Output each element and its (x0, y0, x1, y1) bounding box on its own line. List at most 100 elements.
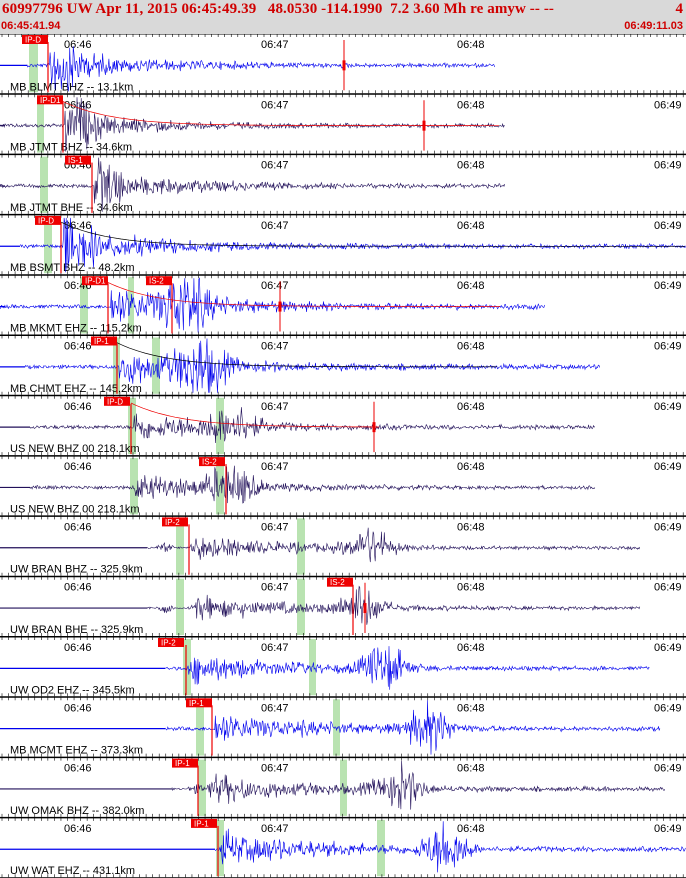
time-label: 06:48 (457, 220, 485, 232)
amplitude-marker-box (278, 301, 282, 312)
phase-pick-flag[interactable] (35, 215, 61, 225)
phase-pick-flag[interactable] (158, 638, 184, 647)
time-label: 06:49 (654, 99, 682, 111)
trace-panels[interactable]: 06:46 06:47 06:48 MB BLMT BHZ -- 13.1km IP-D… (0, 34, 686, 878)
time-label: 06:49 (654, 220, 682, 232)
time-label: 06:46 (64, 99, 92, 111)
time-label: 06:49 (654, 702, 682, 714)
trace-panel[interactable]: 06:46 06:47 06:48 06:49 MB MCMT EHZ -- 373.3… (0, 696, 686, 758)
time-label: 06:49 (654, 280, 682, 292)
phase-pick-label: IP-D (107, 397, 123, 406)
time-label: 06:46 (64, 341, 92, 353)
phase-pick-flag[interactable] (191, 818, 217, 828)
station-label: MB MCMT EHZ -- 373.3km (10, 745, 143, 757)
phase-pick-flag[interactable] (172, 758, 198, 768)
phase-window-band (196, 699, 204, 756)
phase-pick-flag[interactable] (327, 577, 353, 587)
time-label: 06:49 (654, 461, 682, 473)
waveform-trace (146, 527, 641, 563)
station-label: UW BRAN BHE -- 325.9km (10, 624, 143, 636)
time-label: 06:48 (457, 642, 485, 654)
amplitude-marker-box (422, 120, 426, 131)
time-label: 06:46 (64, 582, 92, 594)
trace-panel[interactable]: 06:46 06:47 06:48 06:49 UW WAT EHZ -- 431.1k… (0, 817, 686, 878)
phase-pick-flag[interactable] (199, 457, 225, 467)
station-label: MB MKMT EHZ -- 115.2km (10, 323, 142, 335)
time-label: 06:47 (261, 582, 289, 594)
time-label: 06:47 (261, 280, 289, 292)
time-label: 06:48 (457, 401, 485, 413)
phase-pick-label: IS-2 (330, 578, 345, 587)
waveform-trace (29, 407, 595, 444)
phase-pick-flag[interactable] (186, 698, 212, 708)
time-label: 06:48 (457, 461, 485, 473)
time-label: 06:46 (64, 642, 92, 654)
time-label: 06:49 (654, 642, 682, 654)
trace-panel[interactable]: 06:46 06:47 06:48 06:49 MB JTMT BHZ -- 34.6k… (0, 93, 686, 155)
phase-window-band (333, 699, 340, 756)
waveform-trace (0, 157, 505, 212)
trace-panel[interactable]: 06:46 06:47 06:48 06:49 MB CHMT EHZ -- 145.2… (0, 335, 686, 396)
coda-decay-curve (60, 221, 685, 247)
waveform-trace (164, 646, 650, 690)
trace-panel[interactable]: 06:46 06:47 06:48 06:49 US NEW BHZ 00 218.1k… (0, 395, 686, 457)
phase-pick-flag[interactable] (91, 336, 117, 346)
time-label: 06:47 (261, 39, 289, 51)
station-label: MB BLMT BHZ -- 13.1km (10, 81, 133, 93)
station-label: UW OMAK BHZ -- 382.0km (10, 805, 144, 817)
time-label: 06:46 (64, 39, 92, 51)
phase-pick-flag[interactable] (22, 35, 48, 44)
coda-decay-curve (107, 282, 500, 307)
time-label: 06:46 (64, 401, 92, 413)
time-label: 06:49 (654, 582, 682, 594)
phase-window-band (216, 458, 224, 515)
phase-window-band (128, 397, 136, 455)
phase-pick-label: IP-2 (161, 639, 176, 648)
time-label: 06:47 (261, 642, 289, 654)
phase-pick-label: IP-2 (165, 518, 180, 527)
time-label: 06:46 (64, 763, 92, 775)
time-label: 06:47 (261, 99, 289, 111)
station-label: MB JTMT BHE -- 34.6km (10, 202, 133, 214)
waveform-trace (214, 821, 686, 873)
coda-decay-curve (116, 342, 497, 368)
phase-window-band (29, 36, 38, 93)
trace-panel[interactable]: 06:46 06:47 06:48 06:49 MB BSMT BHZ -- 48.2k… (0, 214, 686, 276)
trace-panel[interactable]: 06:46 06:47 06:48 MB BLMT BHZ -- 13.1km IP-D (0, 34, 686, 95)
phase-pick-flag[interactable] (146, 276, 172, 286)
waveform-trace (171, 760, 666, 810)
station-label: US NEW BHZ 00 218.1km (10, 443, 140, 455)
time-label: 06:47 (261, 521, 289, 533)
time-label: 06:49 (654, 160, 682, 172)
phase-pick-flag[interactable] (104, 396, 130, 406)
amplitude-marker-box (342, 60, 346, 71)
phase-pick-flag[interactable] (37, 95, 63, 105)
station-label: MB BSMT BHZ -- 48.2km (10, 262, 134, 274)
phase-pick-label: IP-D (38, 216, 54, 225)
phase-pick-flag[interactable] (65, 155, 91, 165)
time-label: 06:46 (64, 521, 92, 533)
trace-panel[interactable]: 06:46 06:47 06:48 06:49 UW OD2 EHZ -- 345.5k… (0, 636, 686, 698)
time-label: 06:48 (457, 280, 485, 292)
time-label: 06:49 (654, 401, 682, 413)
phase-pick-label: IP-1 (94, 337, 109, 346)
trace-panel[interactable]: 06:46 06:47 06:48 06:49 UW OMAK BHZ -- 382.0… (0, 757, 686, 818)
time-label: 06:48 (457, 582, 485, 594)
time-label: 06:49 (654, 763, 682, 775)
time-label: 06:48 (457, 521, 485, 533)
phase-pick-flag[interactable] (82, 276, 108, 286)
time-label: 06:48 (457, 160, 485, 172)
amplitude-marker-box (372, 422, 376, 433)
time-label: 06:48 (457, 341, 485, 353)
station-label: US NEW BHZ 00 218.1km (10, 503, 140, 515)
waveform-trace (146, 585, 641, 625)
trace-panel[interactable]: 06:46 06:47 06:48 06:49 UW BRAN BHE -- 325.9… (0, 576, 686, 637)
trace-panel[interactable]: 06:46 06:47 06:48 06:49 US NEW BHZ 00 218.1k… (0, 455, 686, 517)
station-label: MB JTMT BHZ -- 34.6km (10, 142, 132, 154)
phase-pick-flag[interactable] (162, 517, 188, 527)
time-label: 06:46 (64, 461, 92, 473)
trace-panel[interactable]: 06:46 06:47 06:48 06:49 UW BRAN BHZ -- 325.9… (0, 515, 686, 577)
